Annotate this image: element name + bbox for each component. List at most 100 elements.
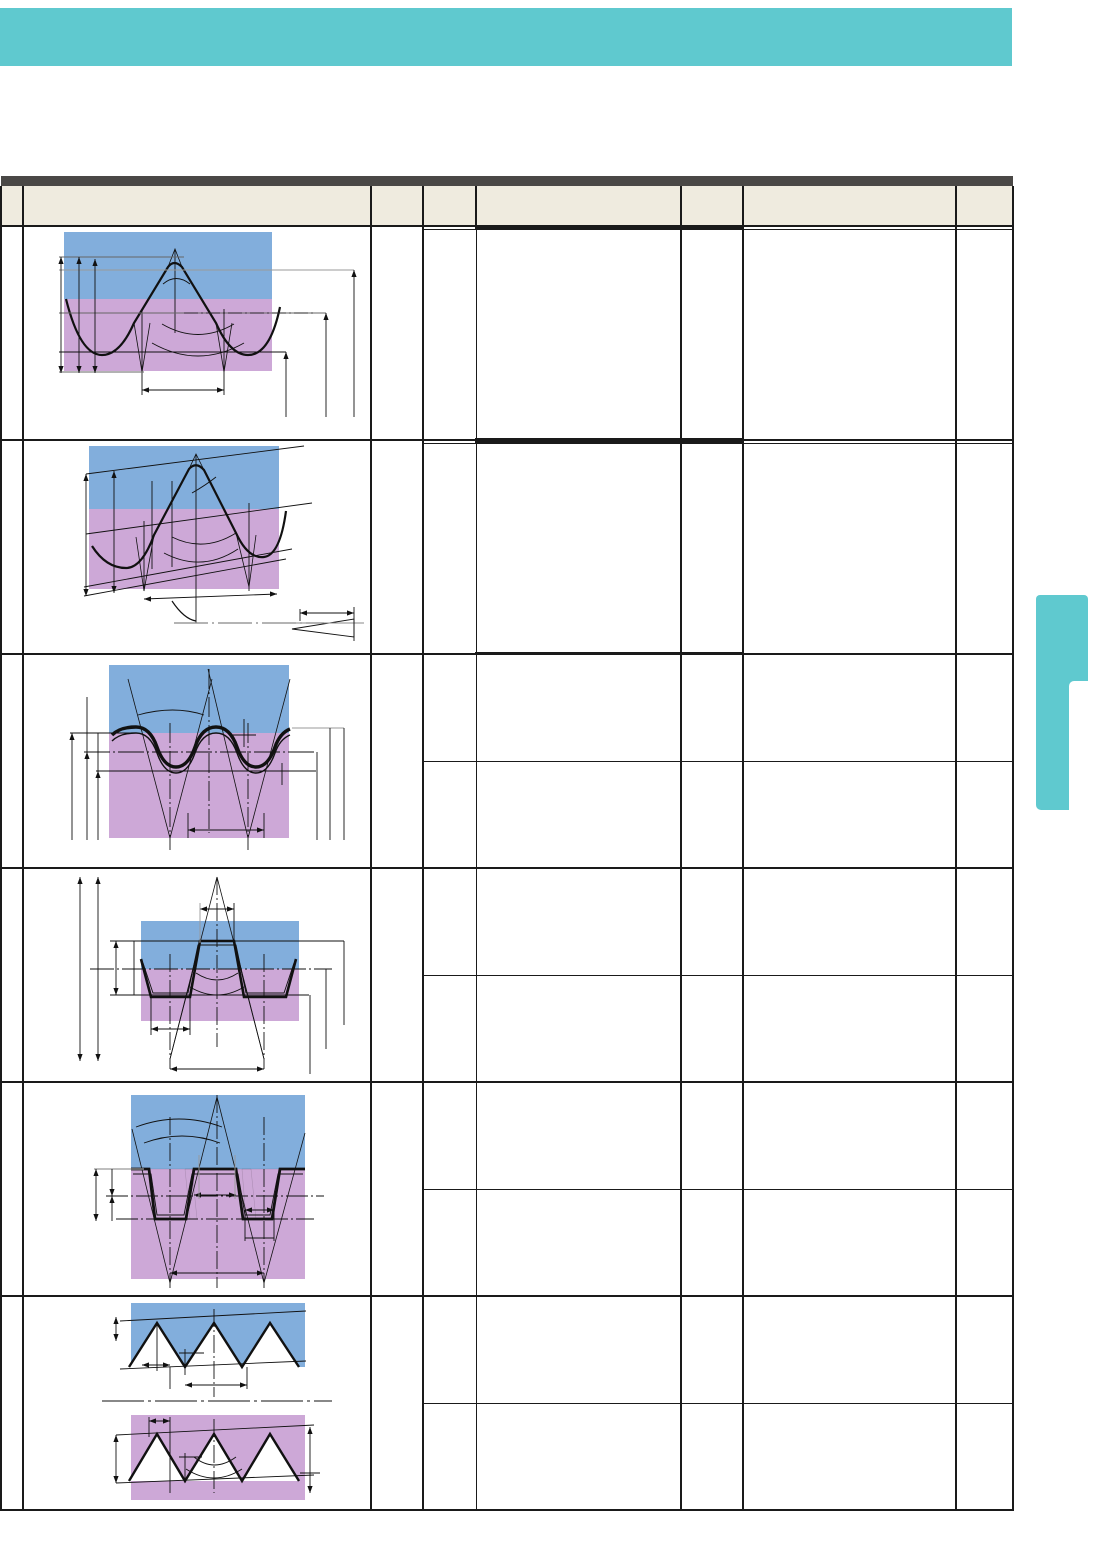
header-cell-unit bbox=[681, 186, 744, 227]
unit-cell bbox=[681, 227, 744, 230]
row-col-b-cell bbox=[371, 1082, 424, 1297]
description-cell bbox=[743, 761, 957, 869]
unit-cell bbox=[681, 654, 744, 762]
symbol-cell bbox=[475, 438, 682, 441]
table-row bbox=[0, 226, 1014, 441]
unit-cell bbox=[681, 1296, 744, 1404]
last-cell bbox=[956, 975, 1014, 1083]
table-row bbox=[0, 868, 1014, 1083]
symbol-cell bbox=[476, 975, 682, 1083]
unit-cell bbox=[681, 1082, 744, 1190]
symbol-cell bbox=[476, 226, 682, 228]
unit-cell bbox=[681, 443, 744, 653]
description-cell bbox=[743, 1403, 957, 1511]
unit-cell bbox=[681, 438, 744, 441]
row-col-b-cell bbox=[371, 440, 424, 655]
table-row bbox=[0, 654, 1014, 869]
table-row bbox=[0, 440, 1014, 655]
thread-profile-symmetric-rounded-root-figure bbox=[24, 227, 372, 439]
unit-cell bbox=[681, 226, 744, 228]
header-cell-index bbox=[0, 186, 24, 227]
table-subrow bbox=[1, 227, 1013, 230]
table-row bbox=[0, 1296, 1014, 1511]
symbol-cell bbox=[475, 652, 682, 655]
unit-cell bbox=[681, 441, 744, 444]
description-cell bbox=[743, 440, 957, 444]
last-cell bbox=[956, 761, 1014, 869]
unit-cell bbox=[681, 229, 744, 439]
row-index-cell bbox=[0, 1296, 24, 1511]
row-col-c-cell bbox=[422, 1189, 477, 1297]
table-subrow bbox=[1, 761, 1014, 869]
unit-cell bbox=[681, 761, 744, 869]
table-header-row bbox=[0, 186, 1014, 227]
side-index-tab[interactable] bbox=[1036, 595, 1088, 810]
row-index-cell bbox=[0, 226, 24, 441]
row-col-b-cell bbox=[371, 226, 424, 441]
row-index-cell bbox=[0, 654, 24, 869]
row-col-c-cell bbox=[422, 1403, 477, 1511]
row-index-cell bbox=[0, 1082, 24, 1297]
side-tab-notch bbox=[1069, 681, 1088, 810]
thread-profile-internal-external-pair-figure bbox=[24, 1297, 372, 1509]
thread-profile-trapezoidal-flat-crest-figure bbox=[24, 869, 372, 1081]
figure-cell bbox=[23, 1082, 372, 1297]
thread-profile-helix-angle-figure bbox=[24, 441, 372, 653]
page-top-banner bbox=[0, 8, 1012, 66]
table-row bbox=[0, 1082, 1014, 1297]
symbol-cell bbox=[476, 1082, 682, 1190]
symbol-cell bbox=[476, 1189, 682, 1297]
symbol-cell bbox=[476, 868, 682, 976]
row-col-b-cell bbox=[371, 1296, 424, 1511]
header-cell-b bbox=[371, 186, 424, 227]
unit-cell bbox=[681, 440, 744, 442]
last-cell bbox=[956, 1189, 1014, 1297]
row-index-cell bbox=[0, 868, 24, 1083]
table-subrow bbox=[1, 443, 1014, 655]
row-col-b-cell bbox=[371, 868, 424, 1083]
description-cell bbox=[743, 1082, 957, 1190]
table-subrow bbox=[1, 1403, 1014, 1511]
table-subrow bbox=[1, 975, 1014, 1083]
last-cell bbox=[956, 229, 1014, 441]
symbol-cell bbox=[476, 229, 682, 439]
specification-table bbox=[0, 176, 1014, 1511]
figure-cell bbox=[23, 654, 372, 869]
figure-cell bbox=[23, 1296, 372, 1511]
unit-cell bbox=[681, 1403, 744, 1511]
header-cell-symbol bbox=[476, 186, 682, 227]
symbol-cell bbox=[476, 1403, 682, 1511]
symbol-cell bbox=[475, 441, 682, 444]
table-subrow bbox=[1, 229, 1014, 441]
unit-cell bbox=[681, 975, 744, 1083]
symbol-cell bbox=[476, 761, 682, 869]
unit-cell bbox=[681, 652, 744, 655]
last-cell bbox=[956, 1403, 1014, 1511]
description-cell bbox=[743, 868, 957, 976]
table-subrow bbox=[1, 438, 1013, 441]
symbol-cell bbox=[476, 1296, 682, 1404]
unit-cell bbox=[681, 1189, 744, 1297]
last-cell bbox=[956, 1296, 1014, 1404]
header-cell-last bbox=[956, 186, 1014, 227]
symbol-cell bbox=[475, 227, 682, 230]
row-col-c-cell bbox=[422, 761, 477, 869]
unit-cell bbox=[681, 868, 744, 976]
symbol-cell bbox=[476, 654, 682, 762]
description-cell bbox=[743, 229, 957, 441]
row-col-c-cell bbox=[423, 1296, 477, 1404]
figure-cell bbox=[23, 226, 372, 441]
header-cell-c bbox=[423, 186, 477, 227]
symbol-cell bbox=[476, 440, 682, 442]
description-cell bbox=[743, 975, 957, 1083]
header-cell-desc bbox=[743, 186, 957, 227]
figure-cell bbox=[23, 440, 372, 655]
table-subrow bbox=[1, 652, 1013, 655]
row-col-b-cell bbox=[371, 654, 424, 869]
last-cell bbox=[956, 654, 1014, 762]
row-col-c-cell bbox=[422, 443, 477, 655]
table-subrow bbox=[1, 441, 1013, 444]
description-cell bbox=[743, 443, 957, 655]
row-index-cell bbox=[0, 440, 24, 655]
last-cell bbox=[956, 226, 1014, 230]
